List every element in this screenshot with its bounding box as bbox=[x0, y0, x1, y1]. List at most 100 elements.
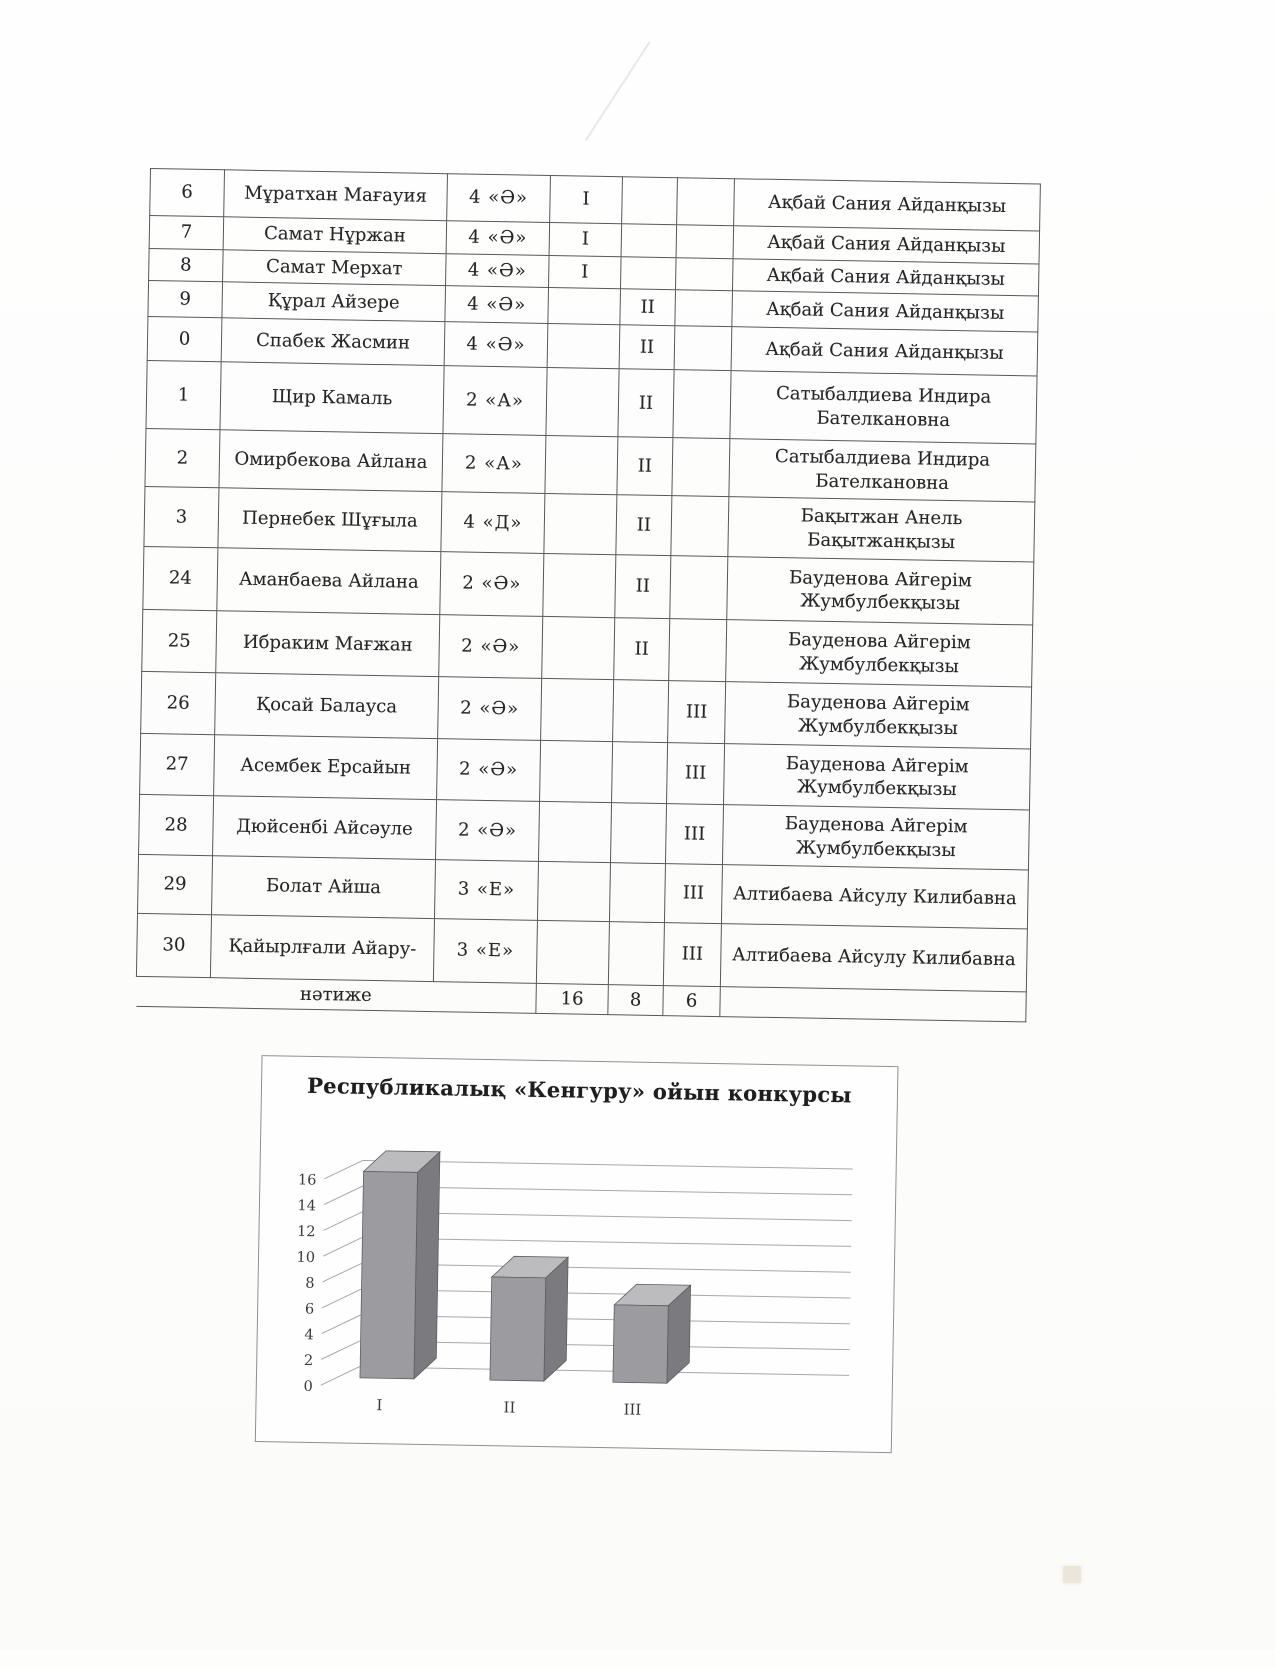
cell-grade: 2 «Ә» bbox=[436, 738, 541, 802]
cell-grade: 2 «Ә» bbox=[437, 676, 542, 741]
y-tick-leader bbox=[323, 1185, 363, 1206]
cell-place1 bbox=[547, 323, 620, 369]
x-category-label: I bbox=[376, 1396, 382, 1414]
summary-count-place-1: 16 bbox=[535, 983, 609, 1015]
cell-teacher: Сатыбалдиева Индира Бателкановна bbox=[728, 438, 1036, 502]
y-tick-leader bbox=[322, 1237, 362, 1257]
y-tick-label: 12 bbox=[297, 1224, 316, 1240]
cell-place3 bbox=[669, 555, 728, 620]
cell-teacher: Ақбай Сания Айданқызы bbox=[732, 258, 1039, 297]
cell-teacher: Ақбай Сания Айданқызы bbox=[733, 225, 1040, 265]
cell-teacher: Ақбай Сания Айданқызы bbox=[733, 178, 1041, 232]
cell-place2: II bbox=[613, 617, 670, 681]
y-tick-leader bbox=[324, 1160, 363, 1180]
summary-label: нәтиже bbox=[135, 976, 537, 1014]
cell-place3 bbox=[676, 177, 735, 226]
cell-grade: 4 «Ә» bbox=[446, 220, 550, 256]
cell-place1 bbox=[538, 801, 612, 863]
cell-name: Асембек Ерсайын bbox=[213, 734, 438, 800]
cell-grade: 2 «Ә» bbox=[438, 614, 543, 679]
summary-teacher-cell bbox=[719, 986, 1027, 1022]
cell-place3: III bbox=[663, 922, 722, 987]
cell-grade: 3 «Е» bbox=[434, 859, 539, 921]
cell-teacher: Бақытжан Анель Бақытжанқызы bbox=[727, 496, 1035, 562]
cell-place3: III bbox=[664, 863, 723, 924]
scan-smudge bbox=[1063, 1566, 1081, 1583]
bar-III bbox=[612, 1283, 692, 1385]
cell-name: Мұратхан Мағауия bbox=[223, 169, 448, 221]
gridline bbox=[361, 1237, 852, 1247]
cell-teacher: Бауденова Айгерім Жумбулбекқызы bbox=[726, 556, 1034, 625]
cell-name: Ибраким Мағжан bbox=[215, 610, 440, 677]
cell-place2 bbox=[620, 256, 677, 290]
cell-place3: III bbox=[665, 803, 724, 865]
cell-place3 bbox=[676, 224, 734, 259]
x-category-label: III bbox=[623, 1400, 641, 1418]
cell-place3 bbox=[670, 495, 729, 557]
cell-num: 26 bbox=[140, 671, 216, 735]
cell-place2: II bbox=[616, 436, 673, 496]
cell-name: Аманбаева Айлана bbox=[216, 547, 441, 615]
cell-grade: 3 «Е» bbox=[433, 918, 538, 984]
cell-name: Омирбекова Айлана bbox=[218, 429, 443, 492]
cell-num: 6 bbox=[149, 168, 225, 217]
cell-grade: 4 «Ә» bbox=[444, 321, 548, 368]
bar-I bbox=[359, 1150, 441, 1380]
y-tick-leader bbox=[321, 1340, 360, 1360]
bar-side-face bbox=[413, 1150, 441, 1380]
cell-num: 27 bbox=[139, 733, 215, 796]
cell-place1 bbox=[545, 367, 620, 437]
y-tick-label: 8 bbox=[305, 1276, 315, 1292]
cell-teacher: Ақбай Сания Айданқызы bbox=[731, 326, 1038, 377]
y-tick-leader bbox=[323, 1211, 363, 1231]
cell-place2 bbox=[611, 741, 668, 804]
bar-front-face bbox=[359, 1171, 418, 1380]
cell-grade: 4 «Ә» bbox=[446, 173, 551, 223]
cell-place1 bbox=[547, 287, 621, 325]
y-tick-label: 16 bbox=[298, 1172, 317, 1188]
results-table: 6 Мұратхан Мағауия 4 «Ә» I Ақбай Сания Айдан… bbox=[135, 168, 1041, 1022]
y-tick-label: 4 bbox=[304, 1327, 314, 1343]
cell-place1 bbox=[537, 861, 611, 922]
cell-place1 bbox=[542, 553, 616, 618]
cell-place3 bbox=[668, 618, 727, 682]
cell-place1 bbox=[543, 493, 617, 555]
cell-teacher: Ақбай Сания Айданқызы bbox=[731, 290, 1039, 333]
cell-place3 bbox=[674, 289, 733, 327]
cell-num: 25 bbox=[141, 609, 217, 673]
cell-place3 bbox=[671, 437, 730, 497]
gridline bbox=[360, 1314, 850, 1325]
cell-place2: II bbox=[619, 324, 675, 370]
gridline bbox=[360, 1288, 851, 1299]
cell-num: 1 bbox=[145, 360, 222, 430]
x-category-label: II bbox=[503, 1398, 515, 1416]
cell-grade: 2 «А» bbox=[441, 433, 546, 494]
cell-place1: I bbox=[549, 222, 622, 257]
cell-place2: II bbox=[617, 368, 675, 438]
cell-name: Самат Мерхат bbox=[222, 249, 447, 286]
cell-grade: 4 «Ә» bbox=[444, 285, 549, 324]
gridline bbox=[359, 1366, 850, 1376]
summary-count-place-3: 6 bbox=[662, 985, 721, 1017]
y-tick-leader bbox=[321, 1314, 361, 1335]
cell-place3 bbox=[674, 325, 732, 371]
cell-place2 bbox=[608, 921, 665, 986]
cell-grade: 2 «А» bbox=[442, 365, 548, 436]
cell-num: 3 bbox=[143, 486, 219, 548]
summary-count-place-2: 8 bbox=[607, 984, 664, 1016]
bar-II bbox=[489, 1255, 570, 1382]
y-tick-label: 2 bbox=[304, 1353, 314, 1369]
cell-name: Самат Нұржан bbox=[223, 216, 447, 254]
cell-num: 28 bbox=[138, 794, 214, 856]
cell-teacher: Бауденова Айгерім Жумбулбекқызы bbox=[724, 681, 1032, 749]
cell-place2: II bbox=[614, 554, 671, 619]
cell-place1: I bbox=[549, 175, 623, 224]
cell-place2: II bbox=[619, 288, 676, 326]
cell-grade: 4 «Д» bbox=[440, 491, 545, 554]
cell-teacher: Бауденова Айгерім Жумбулбекқызы bbox=[723, 743, 1031, 810]
cell-place1 bbox=[539, 740, 613, 803]
bar-front-face bbox=[489, 1276, 547, 1382]
